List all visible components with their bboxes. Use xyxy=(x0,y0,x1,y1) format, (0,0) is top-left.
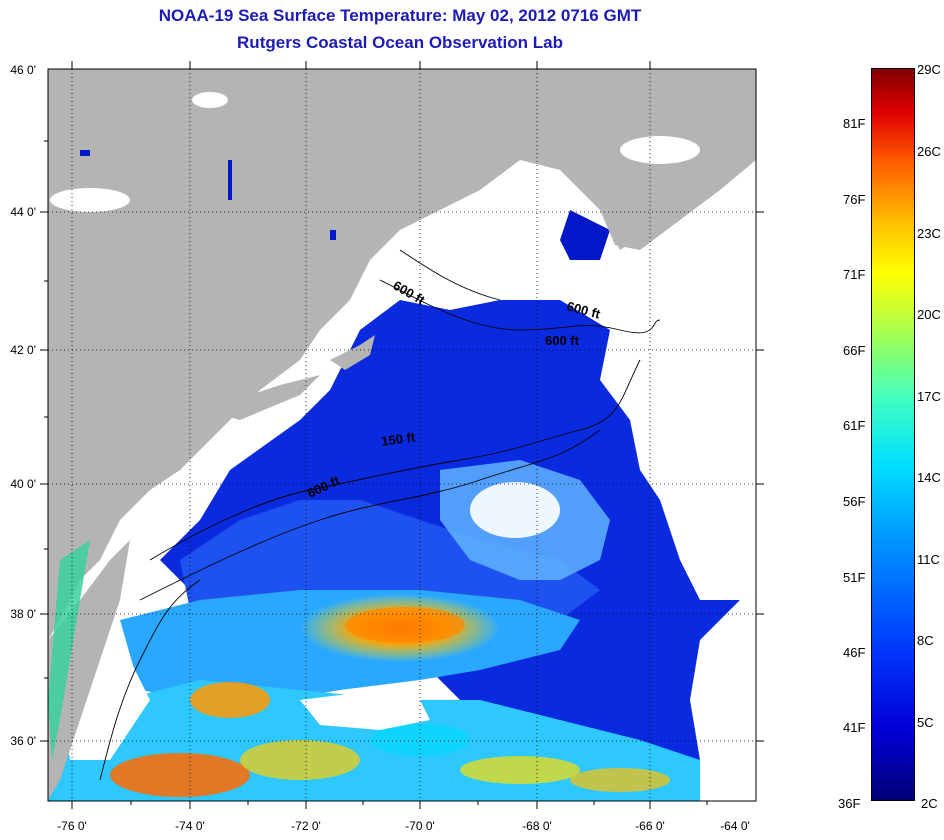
lake xyxy=(228,160,232,200)
lake xyxy=(330,230,336,240)
colorbar-c-label: 20C xyxy=(917,307,941,322)
plot-frame xyxy=(47,68,757,802)
colorbar-f-label: 41F xyxy=(843,720,866,735)
colorbar-c-label: 17C xyxy=(917,389,941,404)
lon-label: -68 0' xyxy=(522,819,552,833)
depth-label: 600 ft xyxy=(545,333,580,348)
colorbar-c-label: 26C xyxy=(917,144,941,159)
colorbar-f-label: 76F xyxy=(843,192,866,207)
colorbar-f-label: 71F xyxy=(843,267,866,282)
colorbar-c-label: 14C xyxy=(917,470,941,485)
colorbar-c-label: 29C xyxy=(917,62,941,77)
lon-label: -74 0' xyxy=(175,819,205,833)
lake xyxy=(80,150,90,156)
cold-water-north xyxy=(560,210,610,260)
land-long-island xyxy=(205,375,320,420)
colorbar-f-label: 46F xyxy=(843,645,866,660)
lake xyxy=(192,92,228,108)
lon-label: -72 0' xyxy=(291,819,321,833)
warm-patch xyxy=(190,682,270,718)
colorbar-f-label: 36F xyxy=(838,796,861,811)
warm-patch xyxy=(240,740,360,780)
cool-patch xyxy=(370,724,470,756)
map-title: NOAA-19 Sea Surface Temperature: May 02,… xyxy=(158,6,642,25)
lon-label: -76 0' xyxy=(57,819,87,833)
lat-label: 36 0' xyxy=(10,734,36,748)
land-delmarva xyxy=(48,540,130,800)
warm-eddy-core xyxy=(345,607,465,643)
lat-label: 38 0' xyxy=(10,607,36,621)
chesapeake-bay xyxy=(48,540,90,760)
colorbar-f-label: 81F xyxy=(843,116,866,131)
lat-label: 42 0' xyxy=(10,343,36,357)
warm-patch xyxy=(110,753,250,797)
lon-label: -66 0' xyxy=(635,819,665,833)
lat-label: 46 0' xyxy=(10,63,36,77)
lake xyxy=(50,188,130,212)
colorbar-c-label: 2C xyxy=(921,796,938,811)
colorbar-c-label: 5C xyxy=(917,715,934,730)
axis-ticks xyxy=(40,61,764,809)
temperature-colorbar xyxy=(871,68,915,801)
map-subtitle: Rutgers Coastal Ocean Observation Lab xyxy=(237,33,563,52)
colorbar-f-label: 61F xyxy=(843,418,866,433)
bathymetry-contours xyxy=(99,249,661,781)
colorbar-c-label: 8C xyxy=(917,633,934,648)
warm-patch xyxy=(570,768,670,792)
bay-of-fundy xyxy=(620,136,700,164)
cloud-patch xyxy=(60,640,150,760)
colorbar-f-label: 51F xyxy=(843,570,866,585)
lat-label: 44 0' xyxy=(10,205,36,219)
cloud-patch xyxy=(470,482,560,538)
colorbar-c-label: 23C xyxy=(917,226,941,241)
lon-label: -64 0' xyxy=(720,819,750,833)
colorbar-f-label: 66F xyxy=(843,343,866,358)
warm-patch xyxy=(460,756,580,784)
land-cape-cod xyxy=(330,335,375,370)
cloud-patch xyxy=(300,690,430,730)
depth-label: 150 ft xyxy=(380,429,416,449)
lon-label: -70 0' xyxy=(405,819,435,833)
land-nova-scotia xyxy=(600,130,756,250)
lat-label: 40 0' xyxy=(10,477,36,491)
colorbar-f-label: 56F xyxy=(843,494,866,509)
colorbar-c-label: 11C xyxy=(917,552,940,567)
